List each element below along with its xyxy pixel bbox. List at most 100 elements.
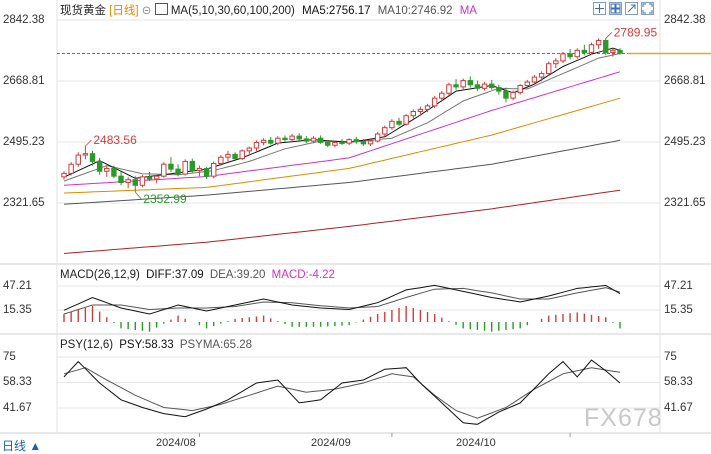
candle-up bbox=[61, 172, 67, 178]
psy-y-tick-left: 75 bbox=[3, 351, 16, 363]
candle-up bbox=[460, 80, 466, 88]
candle-up bbox=[517, 84, 523, 94]
grid-layout-icon[interactable] bbox=[609, 2, 622, 15]
crosshair-glyph bbox=[595, 4, 604, 13]
candle-up bbox=[68, 163, 74, 174]
candle-up bbox=[424, 105, 431, 110]
candle-down bbox=[296, 135, 302, 140]
candle-up bbox=[410, 111, 416, 117]
candle-down bbox=[474, 84, 481, 89]
candle-up bbox=[225, 153, 231, 158]
candle-down bbox=[175, 168, 181, 175]
candle-down bbox=[203, 167, 210, 177]
candle-down bbox=[496, 87, 502, 92]
psyma-value: PSYMA:65.28 bbox=[179, 339, 253, 351]
candle-down bbox=[467, 80, 474, 86]
candle-up bbox=[446, 84, 452, 94]
candle-down bbox=[282, 137, 288, 141]
candle-down bbox=[360, 141, 367, 145]
candle-up bbox=[275, 137, 281, 144]
candle-down bbox=[567, 53, 573, 58]
candle-up bbox=[104, 167, 110, 172]
candle-up bbox=[367, 140, 374, 145]
candle-up bbox=[196, 167, 203, 172]
candle-down bbox=[132, 179, 138, 186]
psy-y-tick-right: 41.67 bbox=[664, 402, 693, 414]
candle-up bbox=[346, 139, 352, 144]
psy-y-tick-right: 58.33 bbox=[664, 376, 693, 388]
candle-down bbox=[503, 90, 509, 99]
candle-up bbox=[553, 60, 559, 65]
candle-up bbox=[210, 163, 217, 177]
candle-up bbox=[332, 141, 338, 146]
candle-up bbox=[439, 92, 445, 99]
macd-label: MACD(26,12,9) bbox=[60, 269, 140, 281]
candle-up bbox=[239, 150, 245, 160]
y-tick-right: 2842.38 bbox=[664, 14, 706, 26]
psyma-line bbox=[63, 367, 621, 419]
psy-y-tick-left: 41.67 bbox=[3, 402, 32, 414]
candle-up bbox=[560, 53, 566, 62]
period-label[interactable]: [日线] bbox=[109, 5, 139, 17]
y-tick-right: 2495.23 bbox=[664, 136, 706, 148]
crosshair-icon[interactable] bbox=[593, 2, 606, 15]
candle-down bbox=[317, 137, 324, 143]
y-tick-left: 2321.65 bbox=[3, 197, 45, 209]
fullscreen-glyph bbox=[642, 3, 653, 14]
y-tick-right: 2668.81 bbox=[664, 75, 706, 87]
candle-up bbox=[538, 73, 545, 78]
candle-up bbox=[417, 108, 424, 113]
macd-dea-value: DEA:39.20 bbox=[209, 269, 266, 281]
candle-up bbox=[382, 127, 388, 135]
candle-up bbox=[161, 163, 167, 177]
ma30-line bbox=[63, 71, 621, 186]
candle-up bbox=[125, 179, 131, 183]
candle-down bbox=[396, 120, 402, 125]
candle-down bbox=[581, 49, 588, 53]
ma-more-value: MA bbox=[459, 5, 477, 17]
indicator-icon[interactable] bbox=[154, 3, 168, 15]
macd-y-tick-left: 47.21 bbox=[3, 280, 32, 292]
fullscreen-icon[interactable] bbox=[641, 2, 654, 15]
y-tick-right: 2321.65 bbox=[664, 197, 706, 209]
candle-up bbox=[310, 137, 317, 142]
candle-up bbox=[182, 160, 188, 175]
psy-y-tick-left: 58.33 bbox=[3, 376, 32, 388]
price-header: 现货黄金 [日线] ⊝ MA(5,10,30,60,100,200) MA5:2… bbox=[60, 3, 477, 18]
candle-up bbox=[289, 135, 295, 141]
candle-up bbox=[218, 156, 224, 165]
candle-up bbox=[403, 115, 409, 125]
period-tab[interactable]: 日线 ▲ bbox=[2, 439, 42, 453]
candle-up bbox=[481, 83, 488, 89]
candle-down bbox=[146, 176, 153, 180]
expand-glyph bbox=[627, 4, 636, 13]
candle-down bbox=[603, 40, 609, 53]
candle-down bbox=[189, 160, 196, 172]
ma10-line bbox=[63, 53, 621, 182]
expand-icon[interactable] bbox=[625, 2, 638, 15]
candle-down bbox=[353, 139, 359, 143]
candle-down bbox=[111, 167, 117, 177]
candle-up bbox=[588, 44, 595, 53]
candle-up bbox=[531, 76, 538, 83]
y-tick-left: 2842.38 bbox=[3, 14, 45, 26]
ma5-value: MA5:2756.17 bbox=[302, 5, 371, 17]
psy-value: PSY:58.33 bbox=[119, 339, 174, 351]
candle-down bbox=[232, 153, 238, 160]
grid-layout-glyph bbox=[610, 3, 621, 14]
ma100-line bbox=[63, 139, 621, 205]
psy-label: PSY(12,6) bbox=[60, 339, 114, 351]
instrument-name: 现货黄金 bbox=[60, 5, 106, 17]
annotation-pointer bbox=[134, 191, 142, 200]
ma10-value: MA10:2746.92 bbox=[377, 5, 453, 17]
psy-y-tick-right: 75 bbox=[664, 351, 677, 363]
candle-up bbox=[574, 49, 580, 58]
annotation-pointer bbox=[85, 139, 92, 147]
macd-y-tick-right: 47.21 bbox=[664, 280, 693, 292]
y-tick-left: 2668.81 bbox=[3, 75, 45, 87]
candle-up bbox=[246, 147, 253, 152]
period-dropdown-icon[interactable]: ⊝ bbox=[141, 5, 152, 17]
macd-histogram-value: MACD:-4.22 bbox=[271, 269, 335, 281]
x-tick-label: 2024/08 bbox=[156, 437, 196, 449]
